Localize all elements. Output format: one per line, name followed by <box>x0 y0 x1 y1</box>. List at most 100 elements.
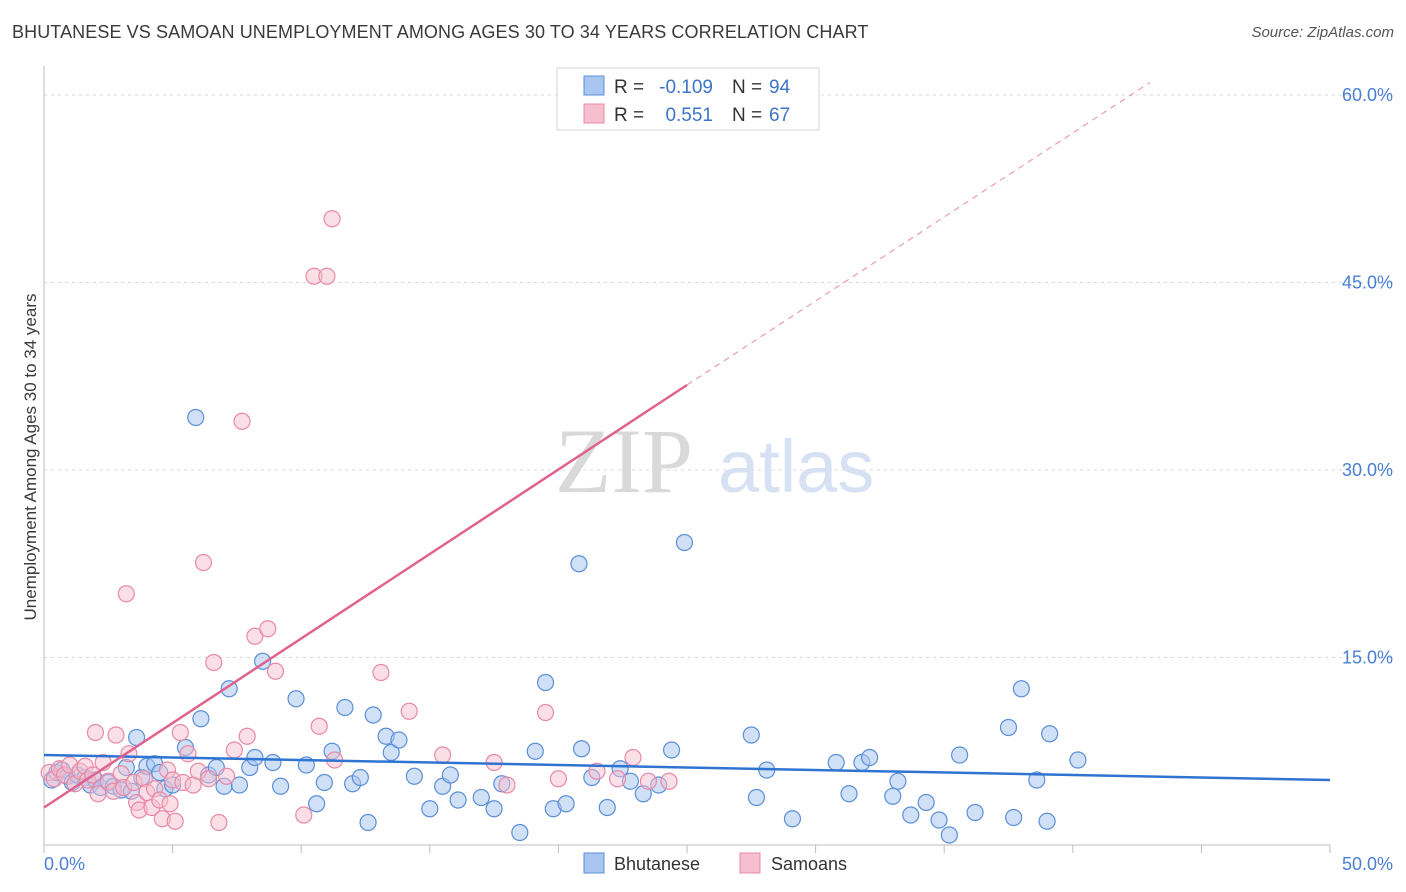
samoans-point <box>266 662 285 680</box>
gridlines <box>44 94 1392 658</box>
bhutanese-point <box>351 768 369 787</box>
legend-swatch-samoans <box>583 103 605 124</box>
samoans-point <box>194 553 213 572</box>
y-tick-label: 45.0% <box>1342 273 1393 293</box>
bhutanese-point <box>485 800 503 818</box>
samoans-point <box>660 772 678 790</box>
bhutanese-point <box>742 726 760 744</box>
bhutanese-point <box>405 767 423 785</box>
bhutanese-point <box>940 826 958 844</box>
bhutanese-point <box>390 731 408 749</box>
watermark-atlas: atlas <box>718 425 874 508</box>
legend-n-value-samoans: 67 <box>769 105 790 126</box>
trend-lines <box>43 82 1331 809</box>
y-tick-label: 60.0% <box>1342 85 1393 105</box>
legend-top: R = -0.109 N = 94 R = 0.551 N = 67 <box>556 67 820 131</box>
x-tick-label: 50.0% <box>1342 854 1393 874</box>
bhutanese-point <box>511 823 529 842</box>
bhutanese-point <box>572 740 591 758</box>
y-axis-title: Unemployment Among Ages 30 to 34 years <box>21 294 40 621</box>
samoans-point <box>372 663 390 682</box>
samoans-point <box>171 723 189 742</box>
x-tick-label: 0.0% <box>44 854 85 874</box>
bhutanese-point <box>999 718 1018 737</box>
legend-bottom-label-bhutanese: Bhutanese <box>614 854 700 874</box>
bhutanese-point <box>917 793 935 812</box>
bhutanese-point <box>598 798 616 817</box>
bhutanese-point <box>220 680 238 698</box>
samoans-point <box>310 717 328 735</box>
samoans-point <box>86 723 105 742</box>
y-tick-labels: 15.0% 30.0% 45.0% 60.0% <box>1342 85 1393 668</box>
bhutanese-point <box>1012 680 1030 698</box>
samoans-point <box>323 210 341 228</box>
bhutanese-point <box>951 746 969 764</box>
samoans-points <box>40 210 678 832</box>
legend-n-value-bhutanese: 94 <box>769 77 791 98</box>
samoans-point <box>210 813 228 832</box>
samoans-point <box>205 653 223 672</box>
legend-r-value-samoans: 0.551 <box>665 105 713 126</box>
bhutanese-point <box>287 690 305 708</box>
chart-title: BHUTANESE VS SAMOAN UNEMPLOYMENT AMONG A… <box>12 22 869 42</box>
bhutanese-point <box>902 806 920 824</box>
y-tick-label: 15.0% <box>1342 648 1393 668</box>
samoans-point <box>179 745 197 763</box>
y-tick-label: 30.0% <box>1342 460 1393 480</box>
bhutanese-point <box>840 785 858 803</box>
bhutanese-point <box>192 710 210 728</box>
bhutanese-point <box>1028 771 1046 789</box>
samoans-point <box>166 812 184 830</box>
samoans-point <box>608 770 627 788</box>
bhutanese-point <box>1005 808 1023 827</box>
bhutanese-point <box>557 795 575 813</box>
samoans-point <box>588 762 606 780</box>
bhutanese-point <box>662 741 681 759</box>
bhutanese-point <box>472 788 490 807</box>
bhutanese-point <box>336 698 354 717</box>
bhutanese-point <box>861 748 879 767</box>
bhutanese-point <box>421 800 439 818</box>
samoans-point <box>161 795 179 813</box>
bhutanese-point <box>449 791 467 809</box>
source-attribution: Source: ZipAtlas.com <box>1251 24 1394 41</box>
samoans-point <box>233 412 251 430</box>
bhutanese-point <box>264 753 282 772</box>
legend-swatch-bhutanese <box>583 75 605 96</box>
bhutanese-point <box>359 813 377 832</box>
bhutanese-point <box>272 777 290 795</box>
legend-r-value-bhutanese: -0.109 <box>659 77 713 98</box>
samoans-point <box>624 748 642 767</box>
bhutanese-point <box>889 772 907 790</box>
bhutanese-point <box>536 673 555 692</box>
legend-n-label-bhutanese: N = <box>732 77 762 98</box>
samoans-trend-line <box>43 383 688 809</box>
bhutanese-point <box>187 408 205 427</box>
samoans-point <box>549 770 568 788</box>
bhutanese-trend-line <box>43 753 1331 782</box>
bhutanese-point <box>246 748 264 767</box>
samoans-point <box>318 267 336 285</box>
samoans-point <box>400 702 418 720</box>
bhutanese-point <box>1069 751 1087 769</box>
legend-r-label-samoans: R = <box>614 105 644 126</box>
legend-n-label-samoans: N = <box>732 105 762 126</box>
samoans-point <box>107 726 125 744</box>
bhutanese-point <box>1041 725 1059 743</box>
samoans-point <box>639 772 658 790</box>
bhutanese-point <box>930 811 948 829</box>
samoans-point <box>295 806 313 824</box>
samoans-point <box>200 770 218 788</box>
bhutanese-point <box>966 803 984 822</box>
bhutanese-point <box>315 773 333 792</box>
samoans-point <box>246 627 264 645</box>
bhutanese-point <box>747 788 766 807</box>
legend-bottom-swatch-bhutanese <box>583 852 605 874</box>
samoans-point <box>536 703 555 722</box>
bhutanese-point <box>1038 812 1056 830</box>
samoans-point <box>117 585 135 603</box>
samoans-trend-extension <box>686 82 1151 386</box>
bhutanese-point <box>570 555 588 573</box>
legend-bottom-label-samoans: Samoans <box>771 854 847 874</box>
bhutanese-point <box>675 533 694 552</box>
